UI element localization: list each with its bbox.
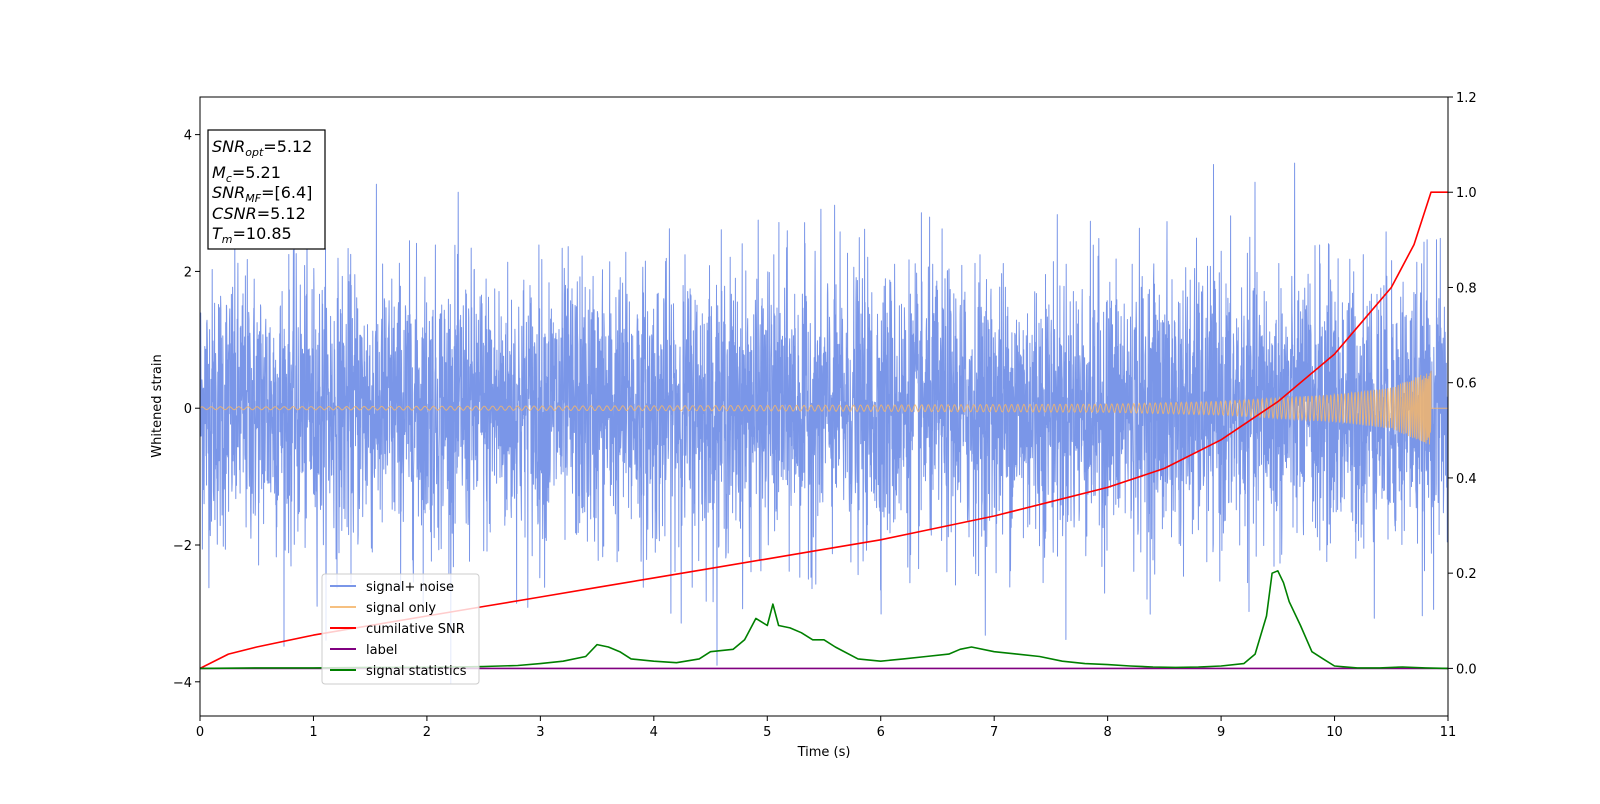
legend: signal+ noise signal only cumilative SNR la… (321, 573, 480, 685)
legend-label: signal only (366, 601, 436, 616)
annotation-value: =10.85 (233, 224, 292, 243)
y-right-tick-label: 0.6 (1456, 377, 1477, 392)
annotation-line: SNRMF=[6.4] (212, 183, 312, 205)
annotation-symbol: M (212, 163, 226, 182)
legend-label: signal+ noise (366, 580, 454, 595)
y-left-tick-label: −4 (173, 676, 192, 691)
annotation-value: =5.12 (257, 204, 306, 223)
x-axis-title: Time (s) (797, 745, 851, 760)
legend-label: signal statistics (366, 664, 467, 679)
annotation-line: SNRopt=5.12 (212, 137, 312, 159)
annotation-value: =5.12 (263, 137, 312, 156)
annotation-frame (207, 129, 326, 250)
annotation-line: Mc=5.21 (212, 163, 281, 185)
legend-frame (321, 573, 480, 685)
axes: 0 1 2 3 4 5 6 7 8 9 10 11 −4 −2 0 2 4 0.0 0.2 0.4 0.6 0.8 1.0 1… (173, 91, 1477, 740)
annotation-line: CSNR=5.12 (212, 204, 306, 223)
series-signal-statistics-line (200, 569, 1448, 670)
y-right-tick-label: 0.2 (1456, 567, 1477, 582)
x-tick-label: 3 (536, 725, 544, 740)
legend-label: label (366, 643, 397, 658)
annotation-symbol: T (212, 224, 223, 243)
x-tick-label: 10 (1326, 725, 1343, 740)
annotation-value: =5.21 (232, 163, 281, 182)
annotation-value: =[6.4] (261, 183, 312, 202)
annotation-subscript: opt (245, 146, 264, 159)
x-tick-label: 6 (877, 725, 885, 740)
y-right-tick-label: 0.4 (1456, 472, 1477, 487)
x-tick-label: 8 (1103, 725, 1111, 740)
annotation-subscript: m (222, 233, 233, 246)
y-right-tick-label: 0.0 (1456, 662, 1477, 677)
x-tick-label: 11 (1440, 725, 1457, 740)
series-signal-only-line (200, 370, 1448, 445)
y-right-tick-label: 0.8 (1456, 281, 1477, 296)
plot-frame (199, 96, 1449, 717)
annotation-subscript: c (226, 172, 232, 185)
legend-label: cumilative SNR (366, 622, 465, 637)
annotation-subscript: MF (245, 192, 261, 205)
x-tick-label: 9 (1217, 725, 1225, 740)
y-right-tick-label: 1.0 (1456, 186, 1477, 201)
annotation-symbol: SNR (212, 137, 245, 156)
x-tick-label: 2 (423, 725, 431, 740)
x-tick-label: 0 (196, 725, 204, 740)
y-left-tick-label: 4 (184, 129, 192, 144)
x-tick-label: 7 (990, 725, 998, 740)
y-left-tick-label: 0 (184, 402, 192, 417)
x-tick-label: 1 (309, 725, 317, 740)
metrics-annotation-box: SNRopt=5.12Mc=5.21SNRMF=[6.4]CSNR=5.12Tm… (207, 129, 326, 250)
x-tick-label: 5 (763, 725, 771, 740)
annotation-symbol: CSNR (212, 204, 257, 223)
y-left-tick-label: −2 (173, 539, 192, 554)
annotation-line: Tm=10.85 (212, 224, 292, 246)
y-right-tick-label: 1.2 (1456, 91, 1477, 106)
series-signal-noise-line (200, 162, 1448, 684)
x-tick-label: 4 (650, 725, 658, 740)
annotation-symbol: SNR (212, 183, 245, 202)
y-axis-title: Whitened strain (150, 354, 165, 457)
y-left-tick-label: 2 (184, 265, 192, 280)
